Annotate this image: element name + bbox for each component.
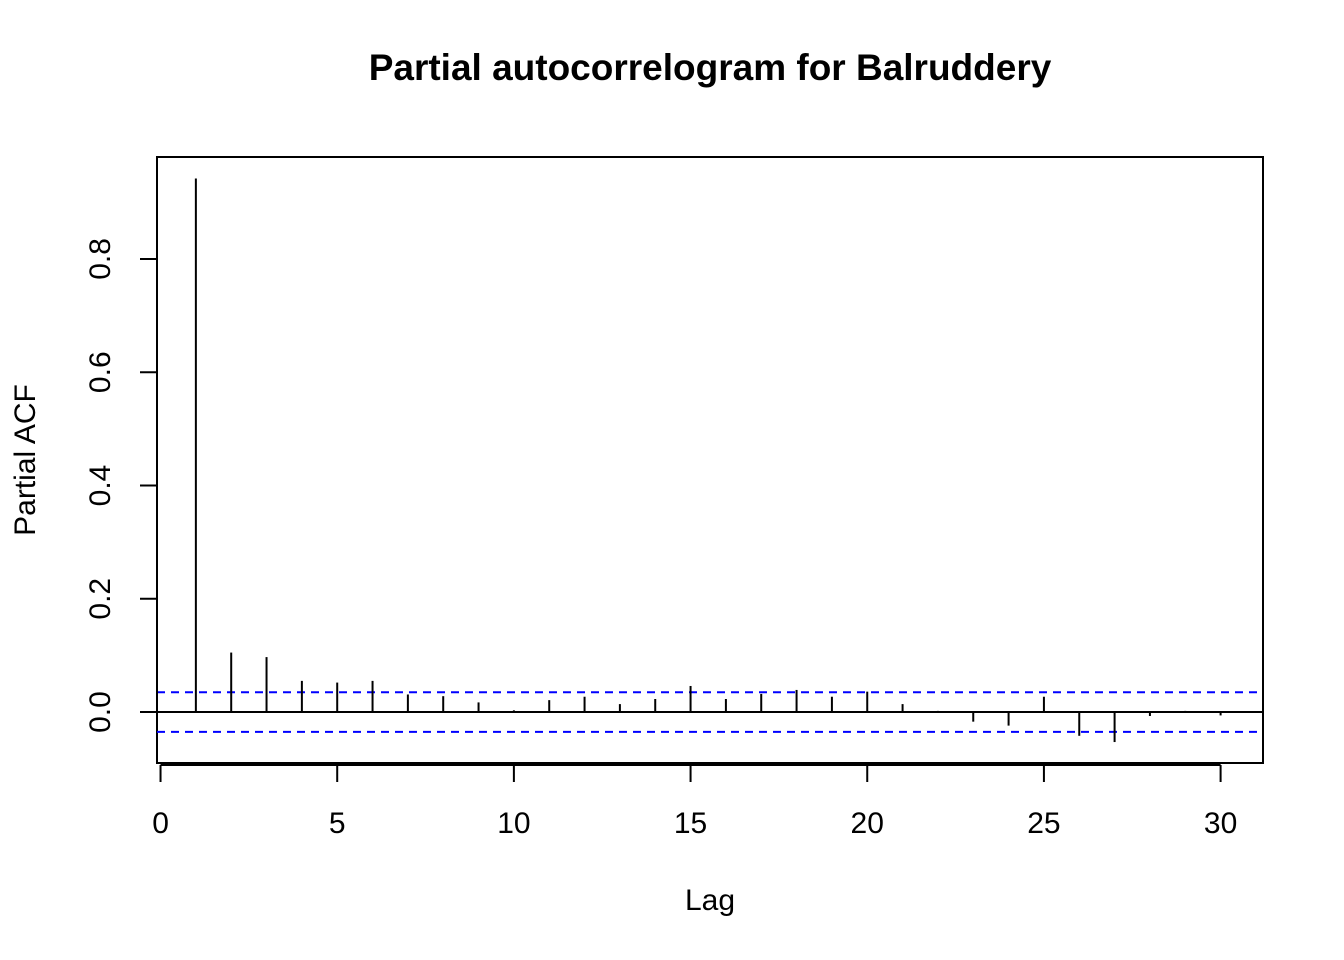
- y-tick-label-0: 0.0: [84, 691, 117, 733]
- x-tick-label-5: 5: [329, 807, 346, 840]
- x-tick-label-25: 25: [1027, 807, 1060, 840]
- x-axis-label: Lag: [685, 884, 735, 917]
- x-tick-label-0: 0: [152, 807, 169, 840]
- x-tick-label-10: 10: [497, 807, 530, 840]
- y-tick-label-3: 0.6: [84, 351, 117, 393]
- plot-area: 0 5 10 15 20 25 30 0.0 0.2 0.4 0.6 0.8: [84, 156, 1264, 840]
- x-tick-label-30: 30: [1204, 807, 1237, 840]
- x-tick-label-20: 20: [851, 807, 884, 840]
- y-tick-label-4: 0.8: [84, 238, 117, 280]
- y-axis-label: Partial ACF: [9, 384, 42, 536]
- chart-title: Partial autocorrelogram for Balruddery: [369, 47, 1052, 88]
- x-tick-label-15: 15: [674, 807, 707, 840]
- y-tick-label-2: 0.4: [84, 465, 117, 507]
- y-tick-label-1: 0.2: [84, 578, 117, 620]
- plot-frame: [156, 156, 1264, 764]
